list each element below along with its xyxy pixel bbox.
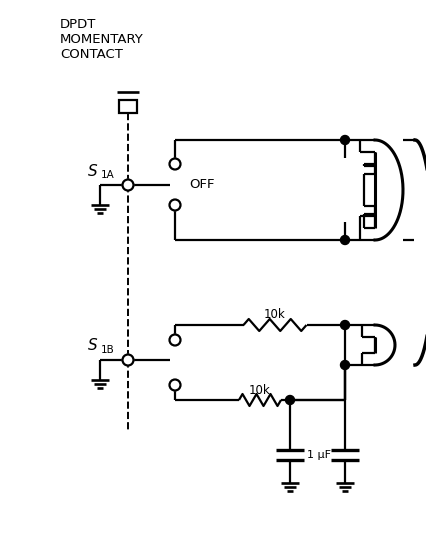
Text: 1B: 1B	[101, 345, 115, 355]
Text: DPDT
MOMENTARY
CONTACT: DPDT MOMENTARY CONTACT	[60, 18, 144, 61]
Bar	[119, 100, 137, 113]
Circle shape	[123, 179, 133, 190]
Circle shape	[170, 335, 181, 346]
Text: 10k: 10k	[264, 309, 286, 321]
Circle shape	[170, 380, 181, 390]
Circle shape	[340, 360, 349, 369]
Circle shape	[170, 199, 181, 210]
Circle shape	[170, 158, 181, 169]
Text: OFF: OFF	[189, 178, 215, 192]
Text: 1A: 1A	[101, 170, 115, 180]
Circle shape	[340, 321, 349, 330]
Circle shape	[123, 354, 133, 365]
Text: S: S	[88, 163, 98, 178]
Text: 1 μF: 1 μF	[307, 450, 331, 460]
Circle shape	[285, 395, 294, 405]
Text: 10k: 10k	[249, 384, 271, 396]
Text: S: S	[88, 338, 98, 353]
Circle shape	[340, 135, 349, 145]
Circle shape	[340, 236, 349, 245]
